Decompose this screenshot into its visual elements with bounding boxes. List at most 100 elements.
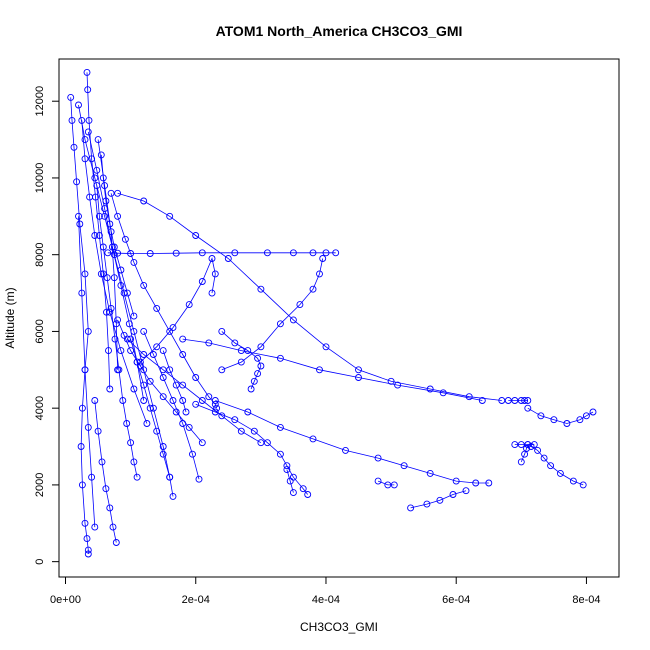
data-point: [304, 491, 312, 498]
series-3: [75, 101, 177, 500]
data-point: [283, 466, 291, 474]
data-point: [133, 473, 141, 481]
data-point: [540, 454, 548, 462]
data-point: [169, 324, 177, 332]
x-tick-label: 4e-04: [312, 594, 340, 606]
data-point: [140, 381, 148, 389]
data-point: [189, 450, 196, 458]
data-point: [114, 212, 122, 220]
data-point: [478, 397, 486, 404]
data-point: [110, 251, 118, 259]
series-16: [136, 255, 219, 366]
data-point: [517, 458, 525, 466]
data-point: [81, 366, 89, 374]
series-line: [162, 350, 187, 413]
y-axis: 0 2000 4000 6000 8000 10000 12000: [34, 86, 60, 565]
data-point: [426, 469, 434, 477]
series-1: [67, 93, 92, 558]
data-point: [374, 477, 382, 485]
data-point: [169, 492, 177, 500]
data-point: [97, 151, 105, 159]
data-point: [140, 197, 148, 205]
series-14: [192, 400, 312, 498]
data-point: [119, 397, 127, 404]
y-tick-label: 4000: [34, 396, 46, 420]
data-point: [257, 362, 265, 370]
data-point: [426, 385, 434, 393]
data-point: [94, 136, 102, 144]
data-point: [550, 416, 558, 424]
data-point: [121, 235, 129, 243]
data-point: [192, 374, 200, 381]
data-point: [579, 481, 587, 489]
data-point: [159, 450, 167, 458]
series-17: [218, 255, 327, 374]
data-point: [185, 301, 193, 309]
data-point: [77, 443, 85, 450]
data-point: [465, 393, 473, 401]
series-line: [117, 192, 502, 401]
data-point: [423, 500, 431, 508]
data-point: [117, 281, 125, 289]
data-point: [114, 316, 122, 324]
y-tick-label: 12000: [34, 86, 46, 117]
data-point: [250, 377, 258, 385]
data-point: [68, 116, 76, 124]
data-point: [517, 441, 525, 449]
data-point: [247, 385, 255, 393]
data-point: [99, 174, 107, 182]
data-point: [153, 343, 161, 351]
series-10: [114, 316, 206, 447]
y-tick-label: 8000: [34, 242, 46, 266]
data-point: [106, 220, 114, 228]
data-point: [159, 374, 167, 381]
data-point: [504, 397, 512, 404]
data-point: [107, 189, 115, 197]
data-point: [524, 404, 532, 412]
data-point: [146, 404, 154, 412]
series-2: [83, 68, 114, 393]
data-point: [263, 249, 271, 257]
series-line: [520, 444, 584, 486]
data-point: [73, 178, 81, 186]
data-point: [563, 420, 571, 427]
data-point: [136, 358, 144, 366]
data-point: [582, 412, 590, 420]
data-point: [166, 212, 174, 220]
data-point: [179, 335, 187, 343]
data-point: [143, 420, 151, 427]
data-point: [84, 550, 92, 558]
data-point: [159, 366, 167, 374]
series-21: [504, 397, 532, 404]
data-point: [153, 304, 161, 312]
data-point: [263, 439, 271, 447]
y-tick-label: 2000: [34, 473, 46, 497]
data-point: [91, 232, 99, 239]
data-point: [117, 347, 125, 355]
series-line: [195, 403, 309, 495]
series-line: [127, 338, 262, 444]
data-point: [316, 366, 323, 374]
data-point: [309, 435, 317, 443]
data-point: [384, 481, 392, 489]
data-point: [123, 289, 131, 297]
series-20: [179, 335, 486, 404]
data-point: [394, 381, 402, 389]
data-point: [81, 136, 89, 144]
data-point: [237, 347, 245, 355]
data-point: [110, 274, 118, 282]
data-point: [84, 327, 92, 335]
data-point: [95, 232, 103, 239]
data-point: [75, 101, 82, 109]
data-point: [208, 255, 216, 262]
data-point: [462, 487, 470, 495]
series-line: [410, 490, 467, 509]
data-point: [211, 270, 219, 278]
data-point: [257, 285, 265, 293]
data-point: [140, 397, 148, 404]
data-point: [179, 397, 187, 404]
x-axis: 0e+00 2e-04 4e-04 6e-04 8e-04: [50, 576, 601, 606]
data-point: [198, 439, 206, 447]
data-point: [84, 423, 92, 431]
